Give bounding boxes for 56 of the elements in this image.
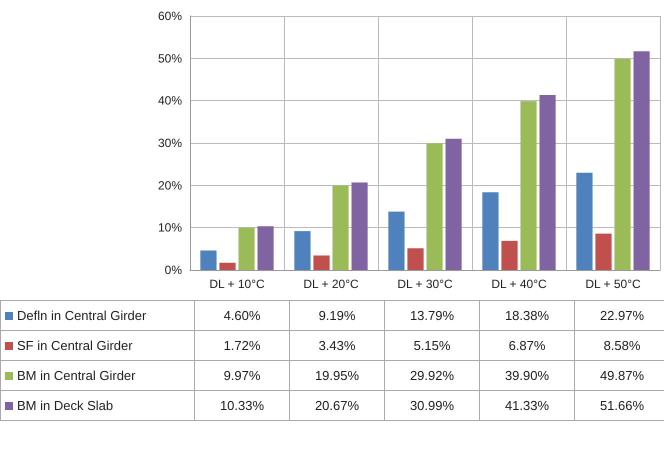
- legend-label: Defln in Central Girder: [0, 300, 194, 330]
- y-tick-label: 20%: [158, 178, 182, 192]
- bar: [313, 255, 330, 270]
- data-label: 9.97%: [194, 360, 290, 390]
- data-label: 41.33%: [480, 390, 574, 420]
- data-label: 22.97%: [574, 300, 664, 330]
- bar: [407, 248, 424, 270]
- data-label: 30.99%: [384, 390, 480, 420]
- x-tick-label: DL + 30°C: [397, 277, 454, 291]
- data-label: 10.33%: [194, 390, 290, 420]
- bar: [238, 228, 255, 270]
- bar: [614, 58, 631, 270]
- data-label: 29.92%: [384, 360, 480, 390]
- x-tick-label: DL + 20°C: [303, 277, 360, 291]
- bar: [219, 262, 236, 270]
- data-label: 51.66%: [574, 390, 664, 420]
- x-tick-label: DL + 40°C: [491, 277, 548, 291]
- y-tick-label: 50%: [158, 51, 182, 66]
- bar: [258, 226, 274, 270]
- bar: [501, 240, 518, 270]
- x-tick-label: DL + 50°C: [585, 277, 642, 291]
- y-tick-label: 40%: [158, 94, 182, 108]
- bar: [634, 51, 650, 270]
- legend-label: BM in Central Girder: [0, 360, 194, 390]
- data-label: 49.87%: [574, 360, 664, 390]
- data-label: 18.38%: [480, 300, 574, 330]
- x-tick-label: DL + 10°C: [209, 277, 266, 291]
- legend-label: BM in Deck Slab: [0, 390, 194, 420]
- bar: [426, 143, 443, 270]
- y-tick-label: 60%: [158, 9, 182, 23]
- data-label: 3.43%: [290, 330, 384, 360]
- bar: [520, 101, 537, 270]
- y-tick-label: 10%: [158, 220, 182, 235]
- data-label: 20.67%: [290, 390, 384, 420]
- bar: [352, 182, 368, 270]
- data-label: 9.19%: [290, 300, 384, 330]
- bar: [576, 172, 592, 270]
- data-label: 6.87%: [480, 330, 574, 360]
- data-label: 1.72%: [194, 330, 290, 360]
- legend-label: SF in Central Girder: [0, 330, 194, 360]
- data-label: 4.60%: [194, 300, 290, 330]
- bar: [294, 231, 310, 270]
- data-label: 19.95%: [290, 360, 384, 390]
- bar: [595, 234, 612, 270]
- bar: [482, 192, 498, 270]
- y-tick-label: 0%: [164, 263, 182, 277]
- y-tick-label: 30%: [158, 136, 182, 150]
- data-label: 39.90%: [480, 360, 574, 390]
- data-label: 13.79%: [384, 300, 480, 330]
- bar: [332, 186, 349, 270]
- bar: [388, 212, 404, 270]
- data-label: 8.58%: [574, 330, 664, 360]
- bar: [446, 138, 462, 270]
- bar: [540, 95, 556, 270]
- data-label: 5.15%: [384, 330, 480, 360]
- bar: [200, 250, 216, 270]
